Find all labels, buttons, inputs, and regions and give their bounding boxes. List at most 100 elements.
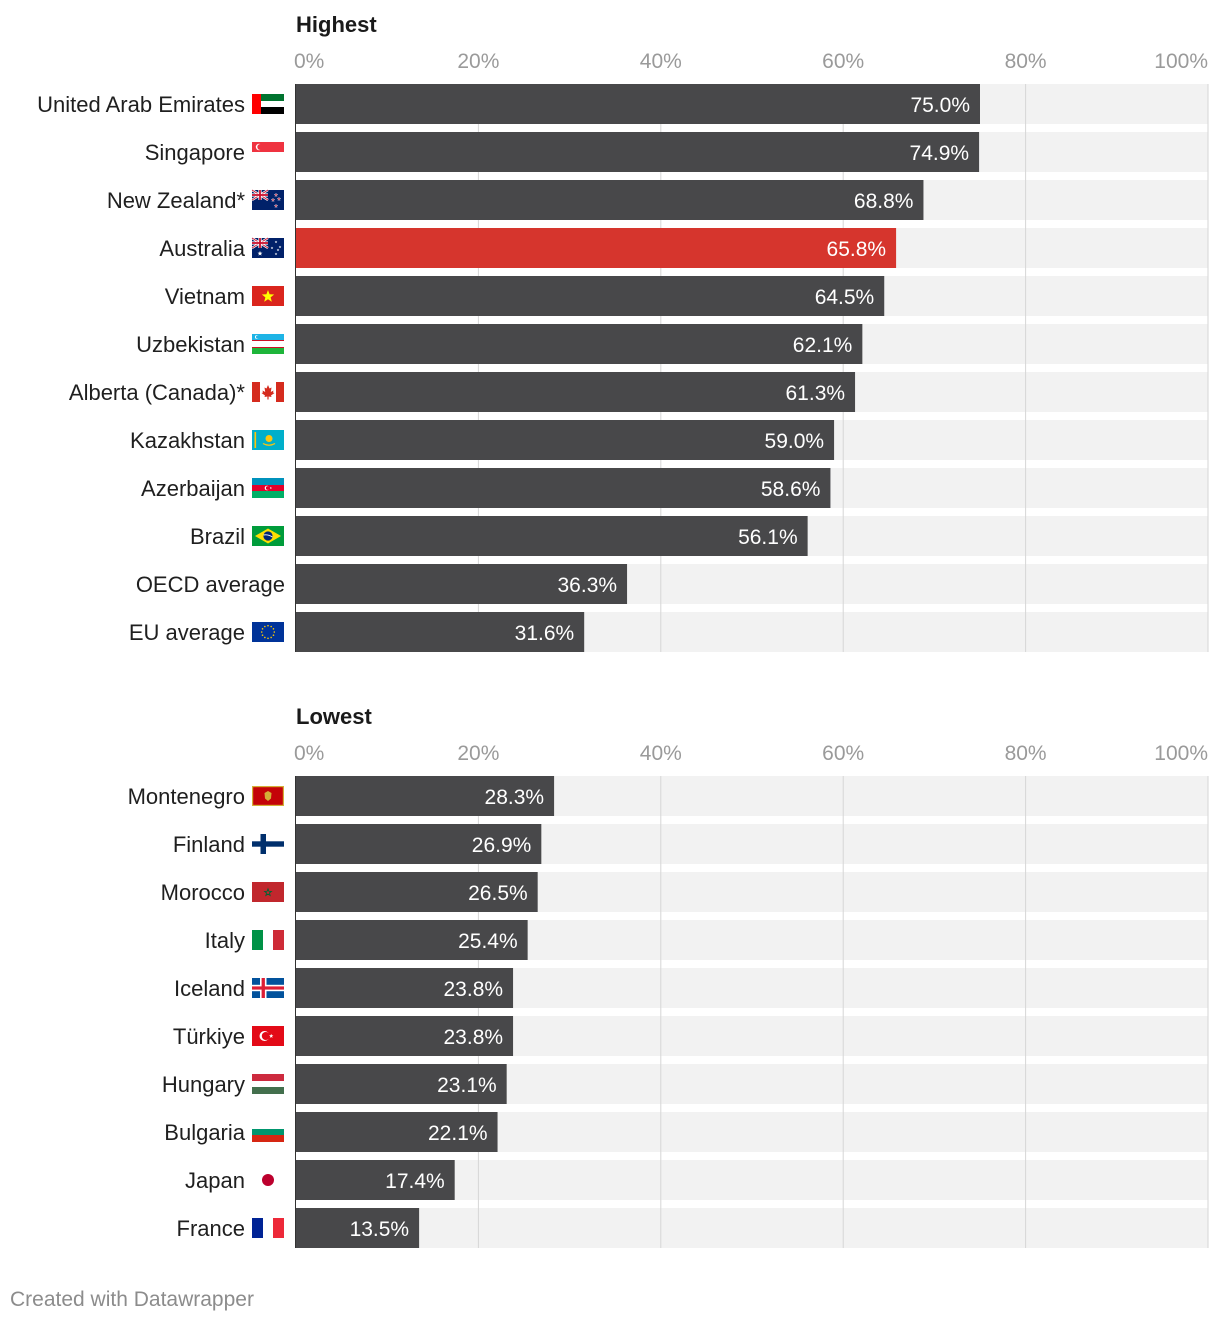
data-label: 23.8%	[444, 978, 504, 1001]
category-label: Iceland	[174, 976, 245, 1001]
bar[interactable]	[296, 564, 628, 604]
bar[interactable]	[296, 920, 528, 960]
flag-part	[252, 341, 284, 347]
montenegro-flag-icon	[252, 786, 284, 806]
flag-part	[252, 1087, 284, 1094]
flag-part	[252, 930, 263, 950]
australia-flag-icon	[251, 236, 284, 258]
bar[interactable]	[296, 372, 856, 412]
flag-star	[272, 628, 275, 630]
flag-star	[261, 628, 264, 630]
bar[interactable]	[296, 420, 835, 460]
flag-part	[252, 194, 268, 196]
bar-track	[296, 1208, 1208, 1248]
bar[interactable]	[296, 1064, 507, 1104]
bar[interactable]	[296, 84, 980, 124]
bar[interactable]	[296, 968, 514, 1008]
bar[interactable]	[296, 516, 808, 556]
category-label: Japan	[185, 1168, 245, 1193]
data-label: 68.8%	[854, 190, 914, 213]
tick-label: 100%	[1154, 50, 1208, 73]
flag-part	[263, 930, 273, 950]
category-label: Hungary	[162, 1072, 245, 1097]
bar[interactable]	[296, 1112, 498, 1152]
flag-star	[260, 631, 263, 633]
flag-star	[270, 197, 276, 202]
flag-part	[252, 1074, 284, 1081]
flag-part	[265, 435, 273, 442]
data-label: 17.4%	[385, 1170, 445, 1193]
flag-star	[261, 634, 264, 636]
bar[interactable]	[296, 1160, 455, 1200]
tick-label: 40%	[640, 50, 682, 73]
category-label: Finland	[173, 832, 245, 857]
category-label: Singapore	[145, 140, 245, 165]
flag-part	[252, 142, 284, 152]
footer-credit[interactable]: Created with Datawrapper	[10, 1288, 254, 1311]
flag-part	[252, 1129, 284, 1135]
data-label: 62.1%	[793, 334, 853, 357]
bar[interactable]	[296, 228, 897, 268]
data-label: 26.5%	[468, 882, 528, 905]
flag-star	[270, 246, 274, 250]
bar[interactable]	[296, 276, 885, 316]
flag-part	[252, 986, 284, 990]
bar[interactable]	[296, 872, 538, 912]
flag-star	[274, 240, 278, 244]
category-label: Kazakhstan	[130, 428, 245, 453]
bar[interactable]	[296, 468, 831, 508]
italy-flag-icon	[252, 930, 284, 950]
flag-part	[276, 382, 284, 402]
morocco-flag-icon	[252, 882, 284, 902]
flag-part	[262, 1174, 274, 1186]
category-label: Alberta (Canada)*	[69, 380, 246, 405]
bar[interactable]	[296, 180, 924, 220]
tick-label: 60%	[822, 742, 864, 765]
nz-flag-icon	[251, 188, 284, 210]
panel-title: Highest	[296, 12, 377, 37]
bar-chart: Highest 0% 20% 40% 60% 80% 100% 75.0% United Ara…	[37, 12, 1209, 1248]
flag-part	[254, 432, 257, 448]
flag-star	[267, 624, 269, 627]
data-label: 75.0%	[910, 94, 970, 117]
flag-part	[273, 1218, 284, 1238]
bar[interactable]	[296, 612, 585, 652]
category-label: United Arab Emirates	[37, 92, 245, 117]
category-label: OECD average	[136, 572, 285, 597]
uzbekistan-flag-icon	[252, 334, 284, 354]
flag-part	[252, 882, 284, 902]
flag-part	[252, 347, 284, 348]
japan-flag-icon	[252, 1170, 284, 1190]
data-label: 23.8%	[444, 1026, 504, 1049]
bulgaria-flag-icon	[252, 1122, 284, 1142]
flag-part	[252, 1218, 263, 1238]
panel-title: Lowest	[296, 704, 372, 729]
category-label: Australia	[159, 236, 245, 261]
chart-panel-highest: Highest 0% 20% 40% 60% 80% 100% 75.0% United Ara…	[37, 12, 1209, 652]
flag-star	[270, 625, 272, 628]
flag-part	[263, 1218, 273, 1238]
bar[interactable]	[296, 776, 555, 816]
flag-part	[252, 107, 284, 114]
vietnam-flag-icon	[252, 286, 284, 306]
flag-part	[252, 382, 260, 402]
bar[interactable]	[296, 324, 863, 364]
bar[interactable]	[296, 132, 980, 172]
data-label: 28.3%	[485, 786, 545, 809]
flag-star	[273, 192, 279, 197]
flag-part	[252, 1135, 284, 1142]
finland-flag-icon	[252, 834, 284, 854]
bar[interactable]	[296, 1016, 514, 1056]
category-label: France	[177, 1216, 245, 1241]
category-label: Montenegro	[128, 784, 245, 809]
bar[interactable]	[296, 1208, 420, 1248]
flag-star	[257, 250, 263, 256]
maple-leaf-icon	[261, 385, 275, 400]
flag-star	[276, 196, 282, 201]
bar[interactable]	[296, 824, 542, 864]
azerbaijan-flag-icon	[252, 478, 284, 498]
tick-label: 60%	[822, 50, 864, 73]
flag-star	[263, 887, 273, 897]
flag-star	[272, 634, 275, 636]
eu-flag-icon	[252, 622, 284, 642]
